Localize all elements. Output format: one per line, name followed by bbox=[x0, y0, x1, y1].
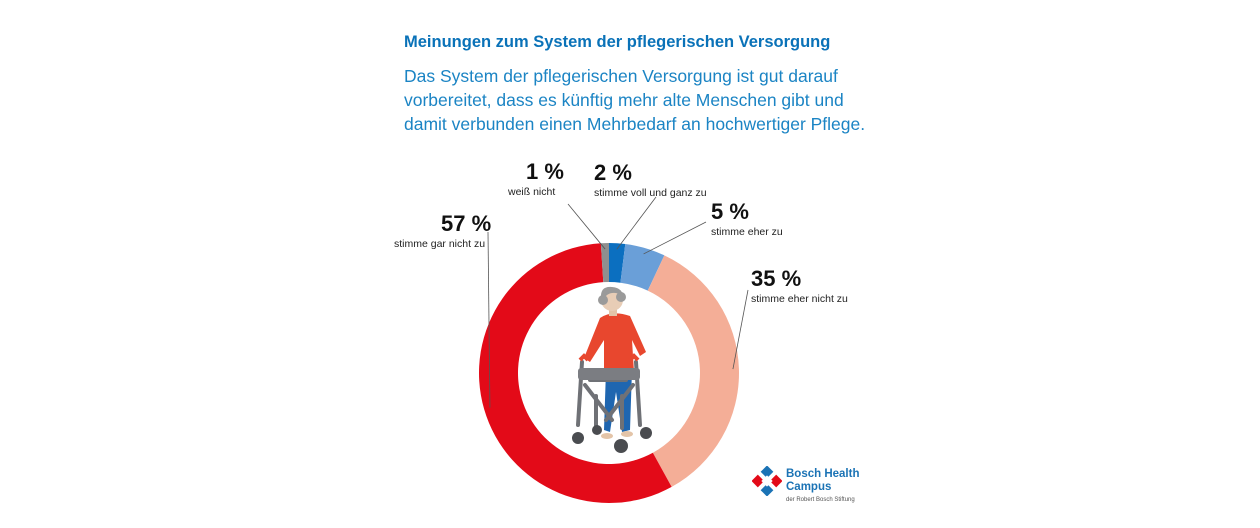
leader-line-stimme-gar-nicht-zu bbox=[487, 231, 491, 408]
slice-stimme-eher-zu bbox=[620, 244, 665, 291]
leader-line-stimme-voll-und-ganz-zu bbox=[616, 196, 657, 250]
logo-name: Bosch Health Campus bbox=[786, 468, 876, 494]
data-label-category-stimme-voll-und-ganz-zu: stimme voll und ganz zu bbox=[594, 187, 707, 199]
data-label-value-stimme-eher-zu: 5 % bbox=[711, 199, 749, 224]
data-label-category-weiss-nicht: weiß nicht bbox=[507, 186, 555, 198]
data-label-value-stimme-gar-nicht-zu: 57 % bbox=[441, 211, 491, 236]
data-label-category-stimme-gar-nicht-zu: stimme gar nicht zu bbox=[394, 238, 485, 250]
logo-name-line2: Campus bbox=[786, 481, 832, 493]
chart-subtitle: Das System der pflegerischen Versorgung … bbox=[404, 66, 866, 134]
data-label-category-stimme-eher-nicht-zu: stimme eher nicht zu bbox=[751, 293, 848, 305]
leader-line-stimme-eher-zu bbox=[643, 221, 707, 255]
data-label-value-weiss-nicht: 1 % bbox=[526, 159, 564, 184]
data-label-value-stimme-voll-und-ganz-zu: 2 % bbox=[594, 160, 632, 185]
logo-subline: der Robert Bosch Stiftung bbox=[786, 497, 855, 503]
leader-line-stimme-eher-nicht-zu bbox=[732, 289, 749, 370]
slice-stimme-eher-nicht-zu bbox=[647, 255, 739, 487]
leader-line-weiss-nicht bbox=[567, 203, 606, 250]
bosch-health-campus-logo: Bosch Health Campus der Robert Bosch Sti… bbox=[751, 465, 872, 506]
slice-stimme-gar-nicht-zu bbox=[478, 243, 672, 504]
chart-title: Meinungen zum System der pflegerischen V… bbox=[404, 33, 831, 51]
elderly-person-with-walker-icon bbox=[572, 286, 652, 453]
slice-stimme-voll-und-ganz-zu bbox=[609, 243, 626, 283]
logo-name-line1: Bosch Health bbox=[786, 468, 860, 480]
slice-weiss-nicht bbox=[600, 243, 609, 283]
data-label-category-stimme-eher-zu: stimme eher zu bbox=[711, 226, 783, 238]
data-label-value-stimme-eher-nicht-zu: 35 % bbox=[751, 266, 801, 291]
logo-mark-icon bbox=[751, 465, 783, 497]
